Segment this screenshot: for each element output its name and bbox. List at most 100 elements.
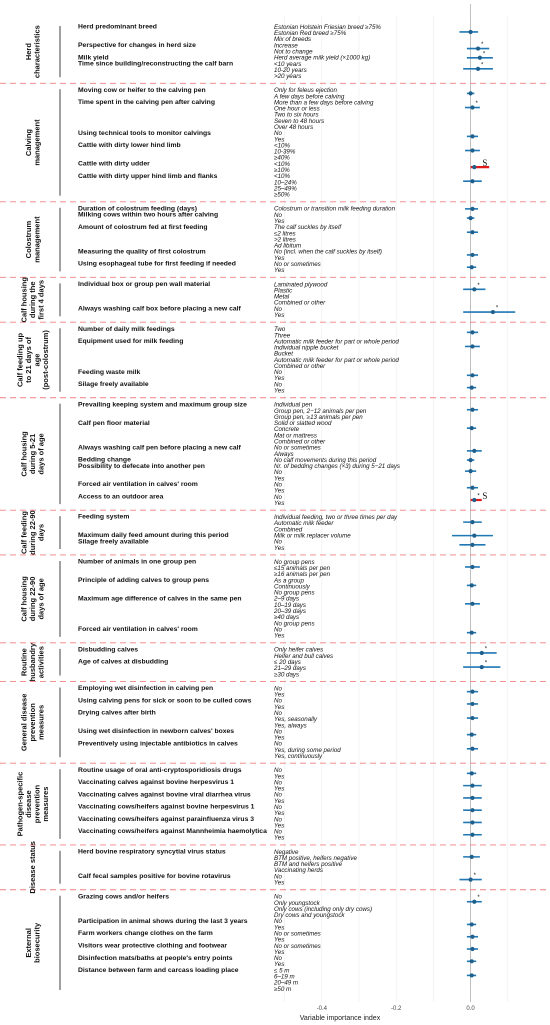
variable-label: Maximum age difference of calves in the … [78, 595, 242, 602]
point-estimate [470, 795, 475, 801]
level-label: >2 litres [274, 236, 296, 243]
variable-label: Always washing calf pen before placing a… [78, 444, 242, 451]
point-estimate [469, 265, 474, 270]
section-label: characteristics [32, 25, 41, 78]
point-estimate [470, 542, 475, 547]
point-estimate [470, 148, 475, 153]
variable-label: Disinfection mats/baths at people's entr… [78, 955, 233, 962]
section-label-group: General disease prevention measures [20, 694, 46, 752]
level-label: One hour or less [274, 106, 320, 113]
level-label: No [274, 369, 282, 376]
section-label: during 5-21 [28, 434, 37, 474]
level-label: Yes [274, 835, 284, 842]
section-label: Calf housing [20, 277, 29, 323]
variable-label: Vaccinating calves against bovine herpes… [78, 779, 234, 786]
point-estimate [468, 469, 473, 474]
level-label: ≥50% [274, 192, 290, 199]
level-label: Solid or slatted wood [274, 420, 332, 427]
point-estimate [472, 497, 477, 503]
variable-label: Principle of adding calves to group pens [78, 577, 209, 584]
section-label-group: Calf housing during 5-21 days of age [20, 431, 46, 477]
level-label: More than a few days before calving [274, 99, 374, 106]
level-label: Yes, seasonally [274, 716, 318, 723]
variable-label: Using esophageal tube for first feeding … [78, 261, 236, 268]
variable-label: Prevailing keeping system and maximum gr… [78, 401, 247, 408]
label-area: Herd predominant breed Estonian Holstein … [15, 24, 400, 993]
point-estimate [468, 457, 473, 463]
level-label: <10% [274, 161, 290, 168]
level-label: Yes [274, 500, 284, 507]
level-label: No (incl. when the calf suckles by itsel… [274, 249, 382, 256]
variable-label: Access to an outdoor area [78, 493, 164, 500]
level-label: Mat or mattress [274, 432, 317, 439]
section-label: during the [28, 281, 37, 318]
section-label-group: Calf housing during the first 4 days [20, 277, 46, 323]
variable-label: Equipment used for milk feeding [78, 338, 183, 345]
level-label: Yes [274, 798, 284, 805]
section-label: Calf feeding [20, 511, 29, 554]
level-label: Heifer and bull calves [274, 653, 333, 660]
variable-label: Herd predominant breed [78, 24, 157, 31]
point-estimate [470, 689, 475, 694]
level-label: Yes [274, 786, 284, 793]
level-label: Herd average milk yield (×1000 kg) [274, 55, 370, 62]
variable-label: Feeding waste milk [78, 369, 141, 376]
stability-mark: S [482, 491, 487, 501]
point-estimate [470, 746, 475, 751]
variable-label: Vaccinating calves against bovine viral … [78, 791, 251, 798]
variable-label: Duration of colostrum feeding (days) [78, 205, 197, 212]
variable-label: Milking cows within two hours after calv… [78, 212, 218, 219]
level-label: Laminated plywood [274, 281, 328, 288]
variable-label: Individual box or group pen wall materia… [78, 281, 210, 288]
level-label: 10–19 days [274, 602, 306, 609]
level-label: Yes [274, 475, 284, 482]
variable-label: Bedding change [78, 457, 131, 464]
point-estimate [475, 46, 481, 51]
level-label: Negative [274, 849, 299, 856]
level-label: No group pens [274, 620, 315, 627]
variable-label: Perspective for changes in herd size [78, 42, 196, 49]
level-label: No [274, 710, 282, 717]
section-label-group: External biosecurity [24, 922, 42, 963]
level-label: No [274, 539, 282, 546]
section-label-group: Herd characteristics [24, 25, 42, 78]
section-label: during 22-90 [28, 510, 37, 555]
section-label-group: Calf feeding up to 21 days of age (post-col… [15, 330, 50, 390]
section-label: (post-colostrum) [41, 330, 50, 390]
level-label: Yes [274, 773, 284, 780]
level-label: No [274, 792, 282, 799]
point-estimate [470, 934, 475, 939]
point-estimate [470, 373, 475, 378]
variable-label: Number of animals in one group pen [78, 559, 196, 566]
point-estimate [469, 973, 474, 978]
level-label: Yes [274, 735, 284, 742]
level-label: Yes [274, 692, 284, 699]
point-estimate [468, 877, 473, 882]
variable-label: Possibility to defecate into another pen [78, 463, 205, 470]
section-label: age [32, 354, 41, 367]
level-label: ≥30 days [274, 671, 299, 678]
level-label: ≤ 20 days [274, 659, 301, 666]
section-label-group: Colostrum management [24, 216, 42, 263]
point-estimate [468, 29, 473, 35]
level-label: Combined [274, 526, 303, 533]
level-label: ≤2 litres [274, 230, 296, 237]
point-estimate [470, 832, 475, 837]
level-label: Always [273, 451, 294, 458]
section-label: to 21 days of [24, 337, 33, 383]
section-label-group: Disease status [28, 841, 37, 894]
point-estimate [470, 252, 475, 258]
level-label: 2–9 days [273, 596, 299, 603]
level-label: Automatic milk feeder for part or whole … [273, 338, 399, 345]
level-label: No or sometimes [274, 445, 321, 452]
section-label-group: Calf feeding during 22-90 days [20, 510, 46, 555]
level-label: No [274, 212, 282, 219]
variable-label: Vaccinating cows/heifers against parainf… [78, 816, 254, 823]
x-axis-title: Variable importance index [300, 1015, 381, 1022]
level-label: ≥40% [274, 155, 290, 162]
level-label: Vaccinating herds [274, 867, 323, 874]
level-label: 25–49% [273, 185, 297, 192]
level-label: Combined or other [274, 363, 326, 370]
variable-label: Participation in animal shows during the… [78, 918, 248, 925]
